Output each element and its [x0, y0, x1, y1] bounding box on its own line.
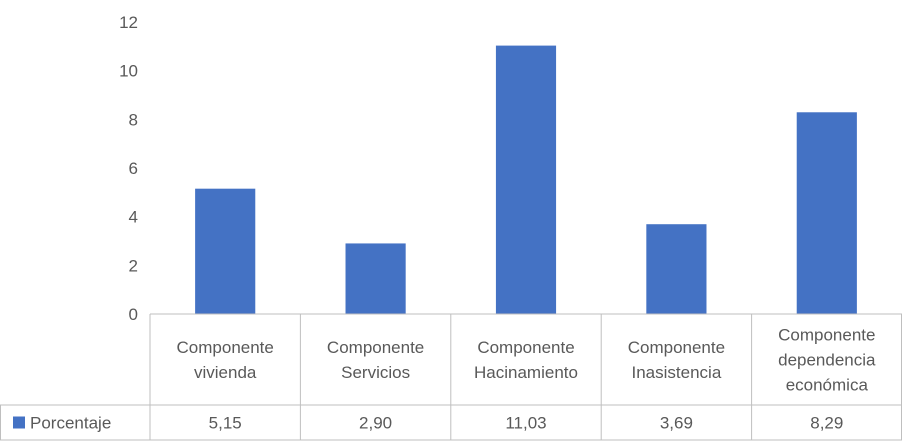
data-value-label: 2,90 [359, 414, 392, 433]
data-table: Componente vivienda Componente Servicios Com… [0, 313, 902, 441]
category-label: Componente Inasistencia [628, 338, 725, 382]
data-value-label: 11,03 [505, 414, 546, 433]
legend-swatch [13, 416, 25, 429]
category-label: Componente dependencia económica [778, 326, 876, 395]
bar [796, 112, 857, 314]
category-label: Componente Servicios [327, 338, 424, 382]
legend-label: Porcentaje [30, 414, 111, 433]
data-value-label: 5,15 [209, 414, 242, 433]
bar [646, 224, 707, 314]
bar [495, 45, 557, 314]
y-tick-label: 10 [119, 62, 138, 81]
bar [345, 243, 406, 314]
y-tick-label: 6 [129, 159, 138, 178]
data-value-label: 8,29 [810, 414, 843, 433]
y-tick-label: 4 [129, 208, 138, 227]
category-label: Componente Hacinamiento [474, 338, 578, 382]
y-tick-label: 8 [129, 110, 138, 129]
y-tick-label: 12 [119, 13, 138, 32]
category-label: Componente vivienda [177, 338, 274, 382]
y-tick-label: 2 [129, 256, 138, 275]
bar-group [195, 45, 857, 314]
bar [195, 188, 256, 314]
y-tick-label: 0 [129, 305, 138, 324]
data-value-label: 3,69 [660, 414, 693, 433]
y-axis: 0 2 4 6 8 10 12 [119, 13, 138, 324]
